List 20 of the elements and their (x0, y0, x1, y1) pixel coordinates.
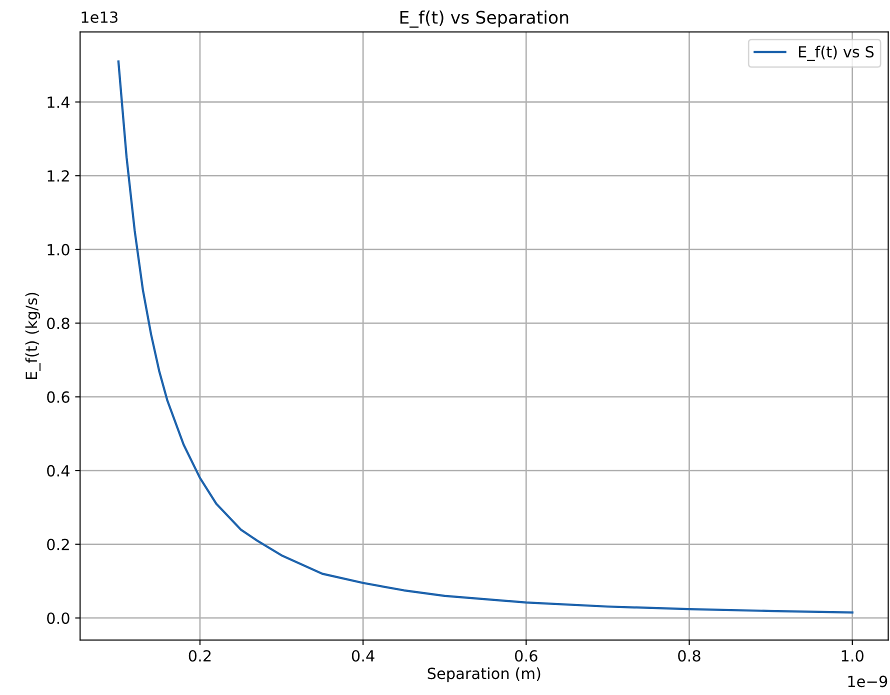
text: 1e−9 (848, 676, 888, 688)
text: 1e13 (82, 11, 118, 23)
y-tick-label: 0.0 (47, 612, 70, 624)
line-series (117, 60, 854, 614)
y-axis-title: E_f(t) (kg/s) (25, 292, 41, 380)
legend-label: E_f(t) vs S (798, 46, 874, 61)
y-tick-label: 0.8 (47, 318, 70, 330)
y-tick-label: 1.4 (48, 96, 70, 108)
y-tick-label: 0.6 (47, 391, 70, 403)
y-tick-label: 0.2 (47, 538, 69, 550)
y-tick-label: 1.2 (48, 170, 69, 182)
x-tick-label: 0.2 (188, 650, 211, 662)
x-tick-label: 0.8 (678, 650, 700, 662)
x-axis-title: Separation (m) (428, 667, 540, 682)
chart-title: E_f(t) vs Separation (400, 10, 568, 28)
x-tick-label: 0.6 (515, 650, 538, 662)
x-tick-label: 1.0 (842, 650, 864, 662)
x-tick-label: 0.4 (352, 650, 374, 662)
y-tick-label: 0.4 (47, 465, 70, 477)
y-tick-label: 1.0 (48, 244, 70, 256)
